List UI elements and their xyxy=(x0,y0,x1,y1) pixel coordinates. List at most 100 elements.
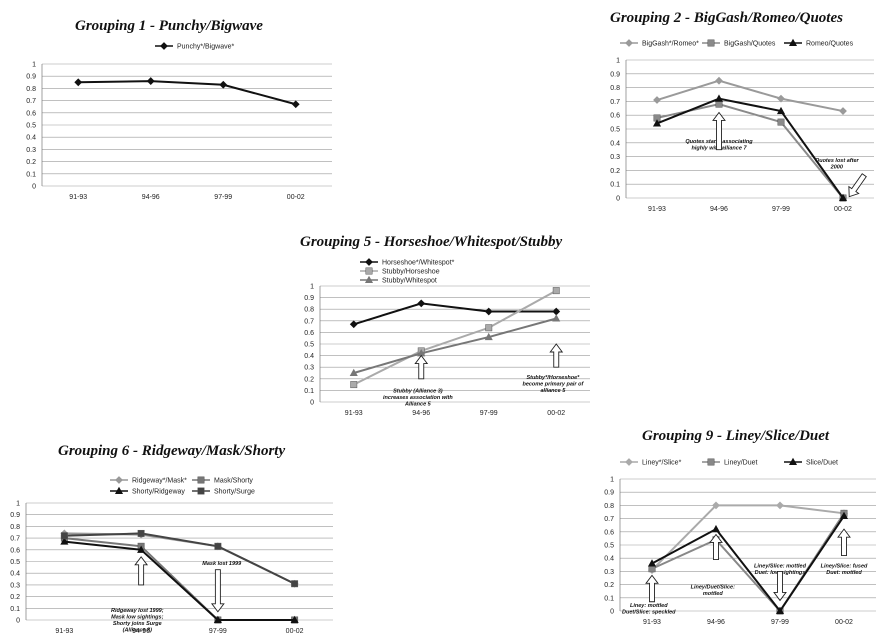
y-tick-label: 0.4 xyxy=(604,556,614,563)
series-line xyxy=(64,540,295,621)
data-point xyxy=(552,314,561,322)
chart-title: Grouping 1 - Punchy/Bigwave xyxy=(75,18,263,34)
x-tick-label: 97-99 xyxy=(209,628,227,635)
data-point xyxy=(775,606,785,615)
legend: BigGash*/Romeo* BigGash/Quotes Romeo/Quote… xyxy=(620,38,854,48)
x-tick-label: 91-93 xyxy=(648,206,666,213)
annotation-arrow xyxy=(709,533,723,560)
y-tick-label: 0.9 xyxy=(10,512,20,519)
legend: Horseshoe*/Whitespot* Stubby/Horseshoe Stu… xyxy=(360,258,455,285)
legend-marker xyxy=(115,476,123,484)
legend-marker xyxy=(365,267,373,275)
x-tick-label: 00-02 xyxy=(287,194,305,201)
data-point xyxy=(291,100,300,109)
annotation-text: Liney/Duet/Slice: xyxy=(691,585,735,591)
series-biggash-quotes xyxy=(653,100,847,202)
series-ridgeway-mask- xyxy=(60,529,299,588)
legend-item-label: Romeo/Quotes xyxy=(806,41,854,48)
legend-marker xyxy=(625,39,633,47)
data-point xyxy=(484,307,493,316)
y-tick-label: 1 xyxy=(310,284,314,291)
legend-marker xyxy=(625,458,633,466)
annotation-text: Mask lost 1999 xyxy=(202,561,242,567)
x-tick-label: 97-99 xyxy=(772,206,790,213)
annotation-text: Liney: mottled xyxy=(630,603,668,609)
series-line xyxy=(78,80,297,106)
y-tick-label: 0.5 xyxy=(304,342,314,349)
chart-title: Grouping 9 - Liney/Slice/Duet xyxy=(642,428,830,444)
legend-item-label: Stubby/Whitespot xyxy=(382,278,437,285)
legend-marker xyxy=(707,39,715,47)
y-tick-label: 0.4 xyxy=(26,135,36,142)
series-line xyxy=(64,532,296,585)
annotation: Ridgeway lost 1999;Mask low sightings;Sh… xyxy=(111,556,164,633)
legend-item-label: Stubby/Horseshoe xyxy=(382,269,440,276)
chart-title: Grouping 6 - Ridgeway/Mask/Shorty xyxy=(58,443,286,459)
data-point xyxy=(838,193,848,202)
y-tick-label: 0.3 xyxy=(610,154,620,161)
series-line xyxy=(656,97,844,199)
x-tick-label: 97-99 xyxy=(480,410,498,417)
x-tick-label: 00-02 xyxy=(834,206,852,213)
legend-item-label: Slice/Duet xyxy=(806,460,838,467)
y-tick-label: 0.2 xyxy=(610,168,620,175)
data-point xyxy=(653,96,661,104)
x-tick-label: 94-96 xyxy=(132,628,150,635)
legend-item-label: Liney/Duet xyxy=(724,460,758,467)
series-shorty-ridgeway xyxy=(60,537,299,624)
series-liney-duet xyxy=(648,509,848,615)
x-tick-label: 97-99 xyxy=(771,619,789,626)
data-point xyxy=(777,118,785,126)
y-tick-label: 0.5 xyxy=(10,559,20,566)
series-line xyxy=(651,512,845,613)
data-point xyxy=(290,615,299,624)
data-point xyxy=(552,287,560,295)
legend-item-label: Shorty/Surge xyxy=(214,489,255,496)
x-tick-label: 91-93 xyxy=(69,194,87,201)
legend-item-label: BigGash*/Romeo* xyxy=(642,41,699,48)
legend-marker xyxy=(364,275,374,284)
chart-panel-grouping-2: Grouping 2 - BigGash/Romeo/Quotes 0 0.1 0.… xyxy=(600,0,886,213)
data-point xyxy=(349,368,358,377)
chart-panel-grouping-5: Grouping 5 - Horseshoe/Whitespot/Stubby … xyxy=(290,230,600,420)
annotation-text: Duet: mottled xyxy=(826,570,862,576)
y-tick-label: 0.2 xyxy=(304,376,314,383)
y-tick-label: 0 xyxy=(16,618,20,625)
series-line xyxy=(353,289,557,386)
data-point xyxy=(137,529,145,537)
legend-marker xyxy=(197,487,205,495)
annotation: Liney/Duet/Slice:mottled xyxy=(691,533,735,597)
annotation-text: Shorty joins Surge xyxy=(113,621,162,627)
annotation-text: Liney/Slice: mottled xyxy=(754,563,807,569)
legend-item-label: Liney*/Slice* xyxy=(642,460,682,467)
y-tick-label: 0.2 xyxy=(26,159,36,166)
y-tick-label: 0.3 xyxy=(10,582,20,589)
annotation: Stubby (Alliance 3)increases association… xyxy=(383,354,453,408)
data-point xyxy=(715,76,723,85)
series-horseshoe-whitespot- xyxy=(349,299,561,329)
y-tick-label: 0.1 xyxy=(304,388,314,395)
annotation-text: become primary pair of xyxy=(522,381,584,387)
y-tick-label: 0.9 xyxy=(304,295,314,302)
data-point xyxy=(74,78,83,87)
legend: Punchy*/Bigwave* xyxy=(155,42,234,51)
series-stubby-whitespot xyxy=(349,314,561,377)
series-liney-slice- xyxy=(648,501,848,574)
y-tick-label: 0.6 xyxy=(604,529,614,536)
legend-marker xyxy=(788,38,798,47)
data-point xyxy=(484,332,493,341)
y-tick-label: 1 xyxy=(616,58,620,65)
x-tick-label: 91-93 xyxy=(55,628,73,635)
data-point xyxy=(839,511,849,520)
annotation-text: Alliance 5 xyxy=(404,402,432,408)
y-tick-label: 0.4 xyxy=(304,353,314,360)
y-tick-label: 0.7 xyxy=(10,536,20,543)
annotation-arrow xyxy=(837,528,851,557)
annotation-text: Stubby (Alliance 3) xyxy=(393,389,443,395)
annotation-text: Ridgeway lost 1999; xyxy=(111,608,164,614)
annotation-arrow xyxy=(134,556,149,586)
y-tick-label: 0 xyxy=(32,184,36,191)
